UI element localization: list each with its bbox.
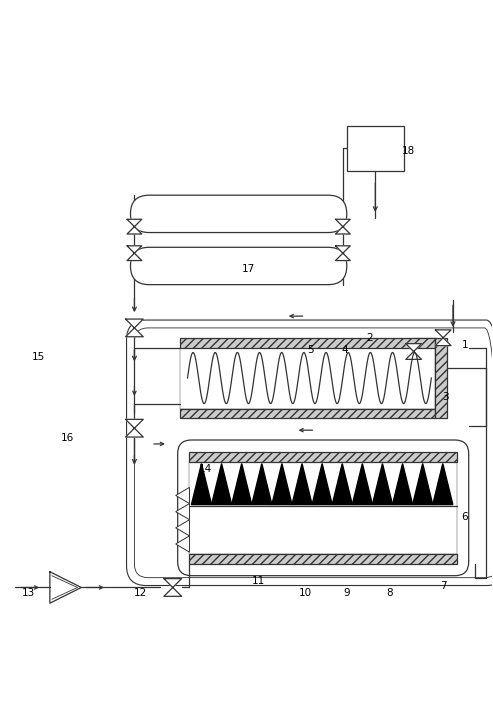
Polygon shape [127, 219, 142, 227]
Polygon shape [176, 520, 189, 536]
Bar [189, 554, 457, 564]
Polygon shape [406, 351, 422, 359]
Polygon shape [335, 227, 350, 234]
Text: 5: 5 [307, 344, 314, 355]
Polygon shape [164, 579, 181, 587]
Text: 15: 15 [32, 353, 45, 363]
Polygon shape [126, 428, 143, 437]
Polygon shape [272, 464, 292, 505]
Polygon shape [126, 420, 143, 428]
Text: 18: 18 [402, 146, 416, 156]
Text: 8: 8 [386, 589, 392, 598]
Text: 10: 10 [299, 589, 312, 598]
Polygon shape [164, 587, 181, 596]
Text: 7: 7 [440, 581, 447, 591]
Polygon shape [372, 464, 392, 505]
Text: 3: 3 [442, 391, 449, 402]
Text: 2: 2 [366, 333, 373, 343]
Bar [179, 408, 435, 418]
Polygon shape [335, 219, 350, 227]
Text: 9: 9 [344, 589, 350, 598]
FancyBboxPatch shape [131, 247, 347, 284]
Text: 11: 11 [251, 576, 265, 586]
Polygon shape [335, 246, 350, 253]
Bar [179, 348, 435, 408]
Polygon shape [433, 464, 453, 505]
Text: 14: 14 [199, 465, 212, 474]
Polygon shape [332, 464, 352, 505]
Polygon shape [127, 227, 142, 234]
Text: 12: 12 [134, 589, 147, 598]
Text: 13: 13 [22, 589, 35, 598]
Text: 16: 16 [61, 433, 74, 443]
Bar [179, 338, 435, 348]
Bar [189, 452, 457, 462]
Polygon shape [232, 464, 252, 505]
Polygon shape [176, 536, 189, 552]
Polygon shape [191, 464, 211, 505]
Bar [347, 126, 404, 170]
Polygon shape [211, 464, 232, 505]
Bar [435, 338, 447, 418]
Polygon shape [126, 328, 143, 337]
Polygon shape [435, 330, 451, 338]
Text: 6: 6 [461, 512, 468, 522]
Polygon shape [176, 503, 189, 520]
Text: 4: 4 [342, 344, 348, 355]
Polygon shape [413, 464, 433, 505]
Polygon shape [406, 344, 422, 351]
Polygon shape [392, 464, 413, 505]
FancyBboxPatch shape [131, 195, 347, 232]
Polygon shape [127, 253, 142, 260]
Polygon shape [435, 338, 451, 346]
Polygon shape [352, 464, 372, 505]
Polygon shape [252, 464, 272, 505]
Text: 17: 17 [242, 264, 255, 274]
Polygon shape [127, 246, 142, 253]
Polygon shape [335, 253, 350, 260]
Polygon shape [176, 487, 189, 503]
Polygon shape [292, 464, 312, 505]
Text: 1: 1 [461, 339, 468, 350]
Polygon shape [312, 464, 332, 505]
Bar [189, 462, 457, 554]
Polygon shape [126, 319, 143, 328]
